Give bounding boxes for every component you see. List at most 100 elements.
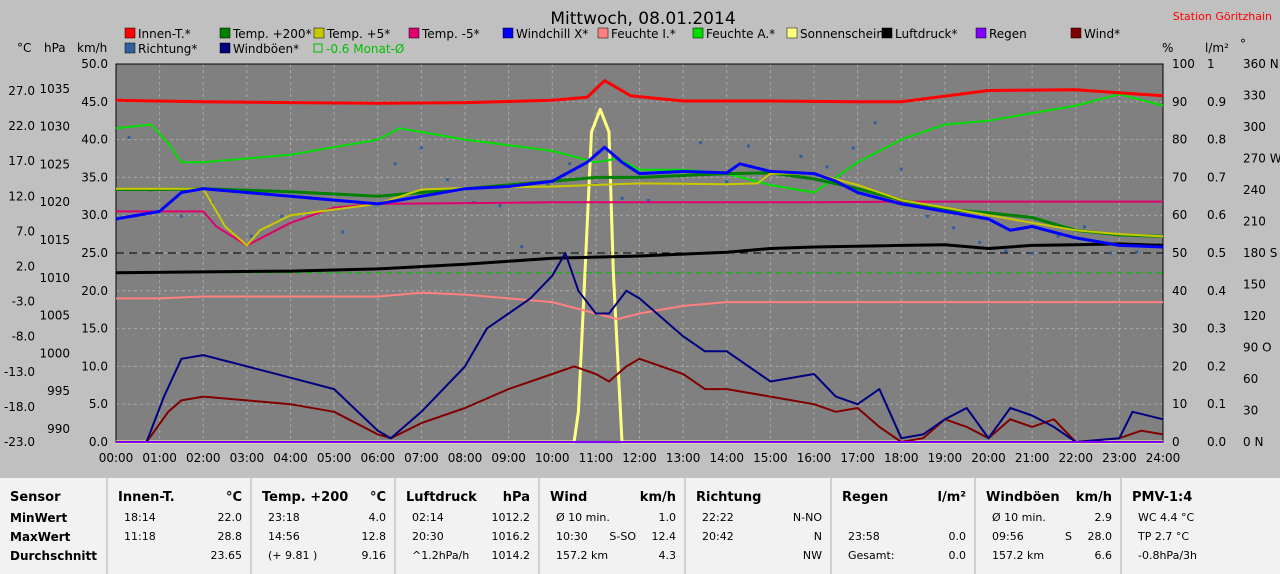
stat-cell-label: 23:18 <box>268 511 300 524</box>
legend-label: Wind* <box>1084 27 1120 41</box>
temp-unit-label: °C <box>17 41 31 55</box>
direction-point <box>1030 251 1034 255</box>
stat-cell-value: 1012.2 <box>491 511 531 524</box>
rain-tick-label: 0.4 <box>1207 284 1226 298</box>
stat-title-text: Temp. +200 <box>262 490 349 505</box>
direction-point <box>498 204 502 208</box>
dir-tick-label: 360 N <box>1243 57 1279 71</box>
dir-tick-label: 0 N <box>1243 435 1263 449</box>
stat-cell-value: 28.0 <box>1087 530 1113 543</box>
press-tick-label: 1005 <box>39 309 70 323</box>
stat-cell-value: 1016.2 <box>491 530 531 543</box>
wind-tick-label: 5.0 <box>89 397 108 411</box>
wind-unit-label: km/h <box>77 41 107 55</box>
time-tick-label: 00:00 <box>99 451 134 465</box>
time-tick-label: 04:00 <box>273 451 308 465</box>
stat-row: 02:14 1012.2 <box>406 511 530 526</box>
hum-tick-label: 80 <box>1172 133 1187 147</box>
press-tick-label: 990 <box>47 422 70 436</box>
rain-tick-label: 0.5 <box>1207 246 1226 260</box>
stat-title-text: Regen <box>842 490 889 505</box>
legend-label: Luftdruck* <box>895 27 958 41</box>
stat-title-text: Windböen <box>986 490 1060 505</box>
legend-swatch <box>597 27 609 39</box>
temp-tick-label: 17.0 <box>8 154 35 168</box>
stat-row: 23.65 <box>118 549 243 564</box>
temp-tick-label: 27.0 <box>8 84 35 98</box>
time-tick-label: 12:00 <box>622 451 657 465</box>
press-tick-label: 995 <box>47 384 70 398</box>
time-tick-label: 08:00 <box>448 451 483 465</box>
temp-tick-label: -23.0 <box>4 435 35 449</box>
wind-tick-label: 30.0 <box>81 208 108 222</box>
stat-title-text: PMV-1:4 <box>1132 490 1193 505</box>
time-tick-label: 19:00 <box>928 451 963 465</box>
time-tick-label: 23:00 <box>1102 451 1137 465</box>
legend-label: -0.6 Monat-Ø <box>326 42 404 56</box>
time-tick-label: 20:00 <box>971 451 1006 465</box>
series-line-luftdruck <box>115 242 1164 275</box>
stat-cell-label: 09:56 <box>992 530 1024 543</box>
rain-tick-label: 1 <box>1207 57 1215 71</box>
stat-cell-label: 02:14 <box>412 511 444 524</box>
direction-point <box>280 214 284 218</box>
legend-swatch <box>313 43 323 53</box>
stat-cell-value: 12.4 <box>651 530 677 543</box>
hum-tick-label: 10 <box>1172 397 1187 411</box>
stat-cell-value: 22.0 <box>217 511 243 524</box>
press-tick-label: 1010 <box>39 271 70 285</box>
dir-unit-label: ° <box>1240 37 1246 51</box>
rain-tick-label: 0.0 <box>1207 435 1226 449</box>
stat-row: Ø 10 min. 1.0 <box>550 511 676 526</box>
stat-cell-value: 1.0 <box>658 511 677 524</box>
stat-block-title: Luftdruck hPa <box>406 490 530 506</box>
direction-point <box>446 178 450 181</box>
temp-tick-label: 2.0 <box>16 260 35 274</box>
stat-cell-value: 28.8 <box>217 530 243 543</box>
stat-cell-value: 2.9 <box>1094 511 1113 524</box>
dir-tick-label: 240 <box>1243 183 1266 197</box>
stat-cell-label: 11:18 <box>124 530 156 543</box>
stat-cell-label: 23:58 <box>848 530 880 543</box>
stat-cell-label: Ø 10 min. <box>556 511 610 524</box>
stat-row: Durchschnitt <box>10 549 98 564</box>
stat-cell-value: NW <box>802 549 822 562</box>
legend-label: Temp. -5* <box>421 27 480 41</box>
legend-swatch <box>1070 27 1082 39</box>
hum-tick-label: 0 <box>1172 435 1180 449</box>
series-line-windb-en <box>116 252 1164 443</box>
direction-point <box>978 241 982 244</box>
stat-block-5: Richtung 22:22 N-NO 20:42 N NW <box>686 478 832 574</box>
dir-tick-label: 30 <box>1243 404 1258 418</box>
series-line-feuchte-i <box>116 291 1163 321</box>
stat-row: 18:14 22.0 <box>118 511 242 526</box>
legend-swatch <box>124 42 136 54</box>
stat-row: 22:22 N-NO <box>696 511 822 526</box>
stat-block-title: Wind km/h <box>550 490 676 506</box>
time-tick-label: 22:00 <box>1058 451 1093 465</box>
stat-block-1: Innen-T. °C 18:14 22.0 11:18 28.8 23.65 <box>108 478 252 574</box>
direction-point <box>925 214 929 218</box>
series-line-windchill-x <box>115 145 1164 249</box>
stat-row: MaxWert <box>10 530 98 545</box>
legend-swatch <box>408 27 420 39</box>
direction-point <box>568 162 572 166</box>
stat-cell-value: 12.8 <box>361 530 387 543</box>
wind-tick-label: 35.0 <box>81 170 108 184</box>
stat-row: 23:58 0.0 <box>842 530 966 545</box>
stat-row: 23:18 4.0 <box>262 511 386 526</box>
stat-block-title: Sensor <box>10 490 98 506</box>
legend-label: Innen-T.* <box>138 27 191 41</box>
stat-cell-value: 9.16 <box>361 549 387 562</box>
stat-cell-value: 4.0 <box>368 511 387 524</box>
stat-cell-value: N <box>813 530 822 543</box>
stat-row: (+ 9.81 ) 9.16 <box>262 549 386 564</box>
direction-point <box>799 154 803 158</box>
dir-tick-label: 330 <box>1243 89 1266 103</box>
stat-row: MinWert <box>10 511 98 526</box>
dir-tick-label: 90 O <box>1243 341 1272 355</box>
temp-tick-label: -8.0 <box>12 330 35 344</box>
time-tick-label: 11:00 <box>579 451 614 465</box>
stat-row: 14:56 12.8 <box>262 530 386 545</box>
stat-block-title: Windböen km/h <box>986 490 1112 506</box>
